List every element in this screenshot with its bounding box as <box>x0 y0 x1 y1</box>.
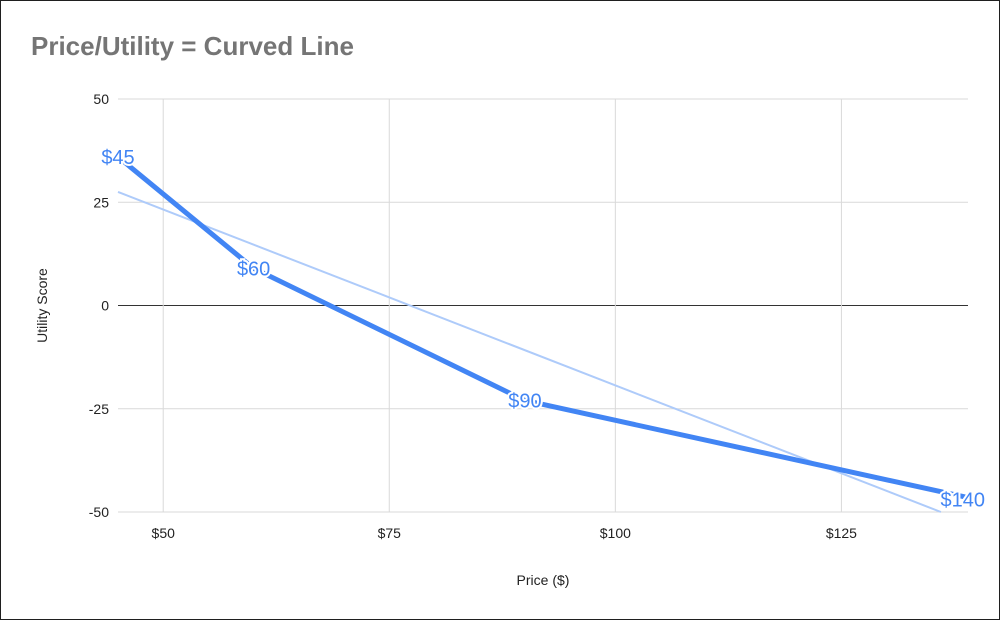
x-tick-label: $50 <box>152 525 176 541</box>
y-axis-title: Utility Score <box>34 268 50 343</box>
x-tick-label: $125 <box>826 525 857 541</box>
grid-lines <box>118 98 968 513</box>
data-label: $140 <box>941 490 986 512</box>
y-tick-label: 25 <box>93 194 109 210</box>
y-tick-label: 50 <box>93 91 109 107</box>
x-tick-label: $100 <box>600 525 631 541</box>
y-tick-label: 0 <box>101 298 109 314</box>
tick-labels: -50 -25 0 25 50 $50 $75 $100 $125 <box>89 91 857 541</box>
series-layer: $45 $60 $90 $140 <box>99 145 987 514</box>
trendline-layer <box>117 190 942 513</box>
x-axis-title: Price ($) <box>517 572 570 588</box>
x-tick-label: $75 <box>378 525 402 541</box>
data-label: $90 <box>508 390 541 412</box>
data-label: $60 <box>237 258 270 280</box>
chart-title: Price/Utility = Curved Line <box>31 31 354 61</box>
trendline <box>117 190 942 513</box>
y-tick-label: -50 <box>89 504 109 520</box>
y-tick-label: -25 <box>89 401 109 417</box>
data-label: $45 <box>101 147 134 169</box>
series-line <box>118 154 978 503</box>
